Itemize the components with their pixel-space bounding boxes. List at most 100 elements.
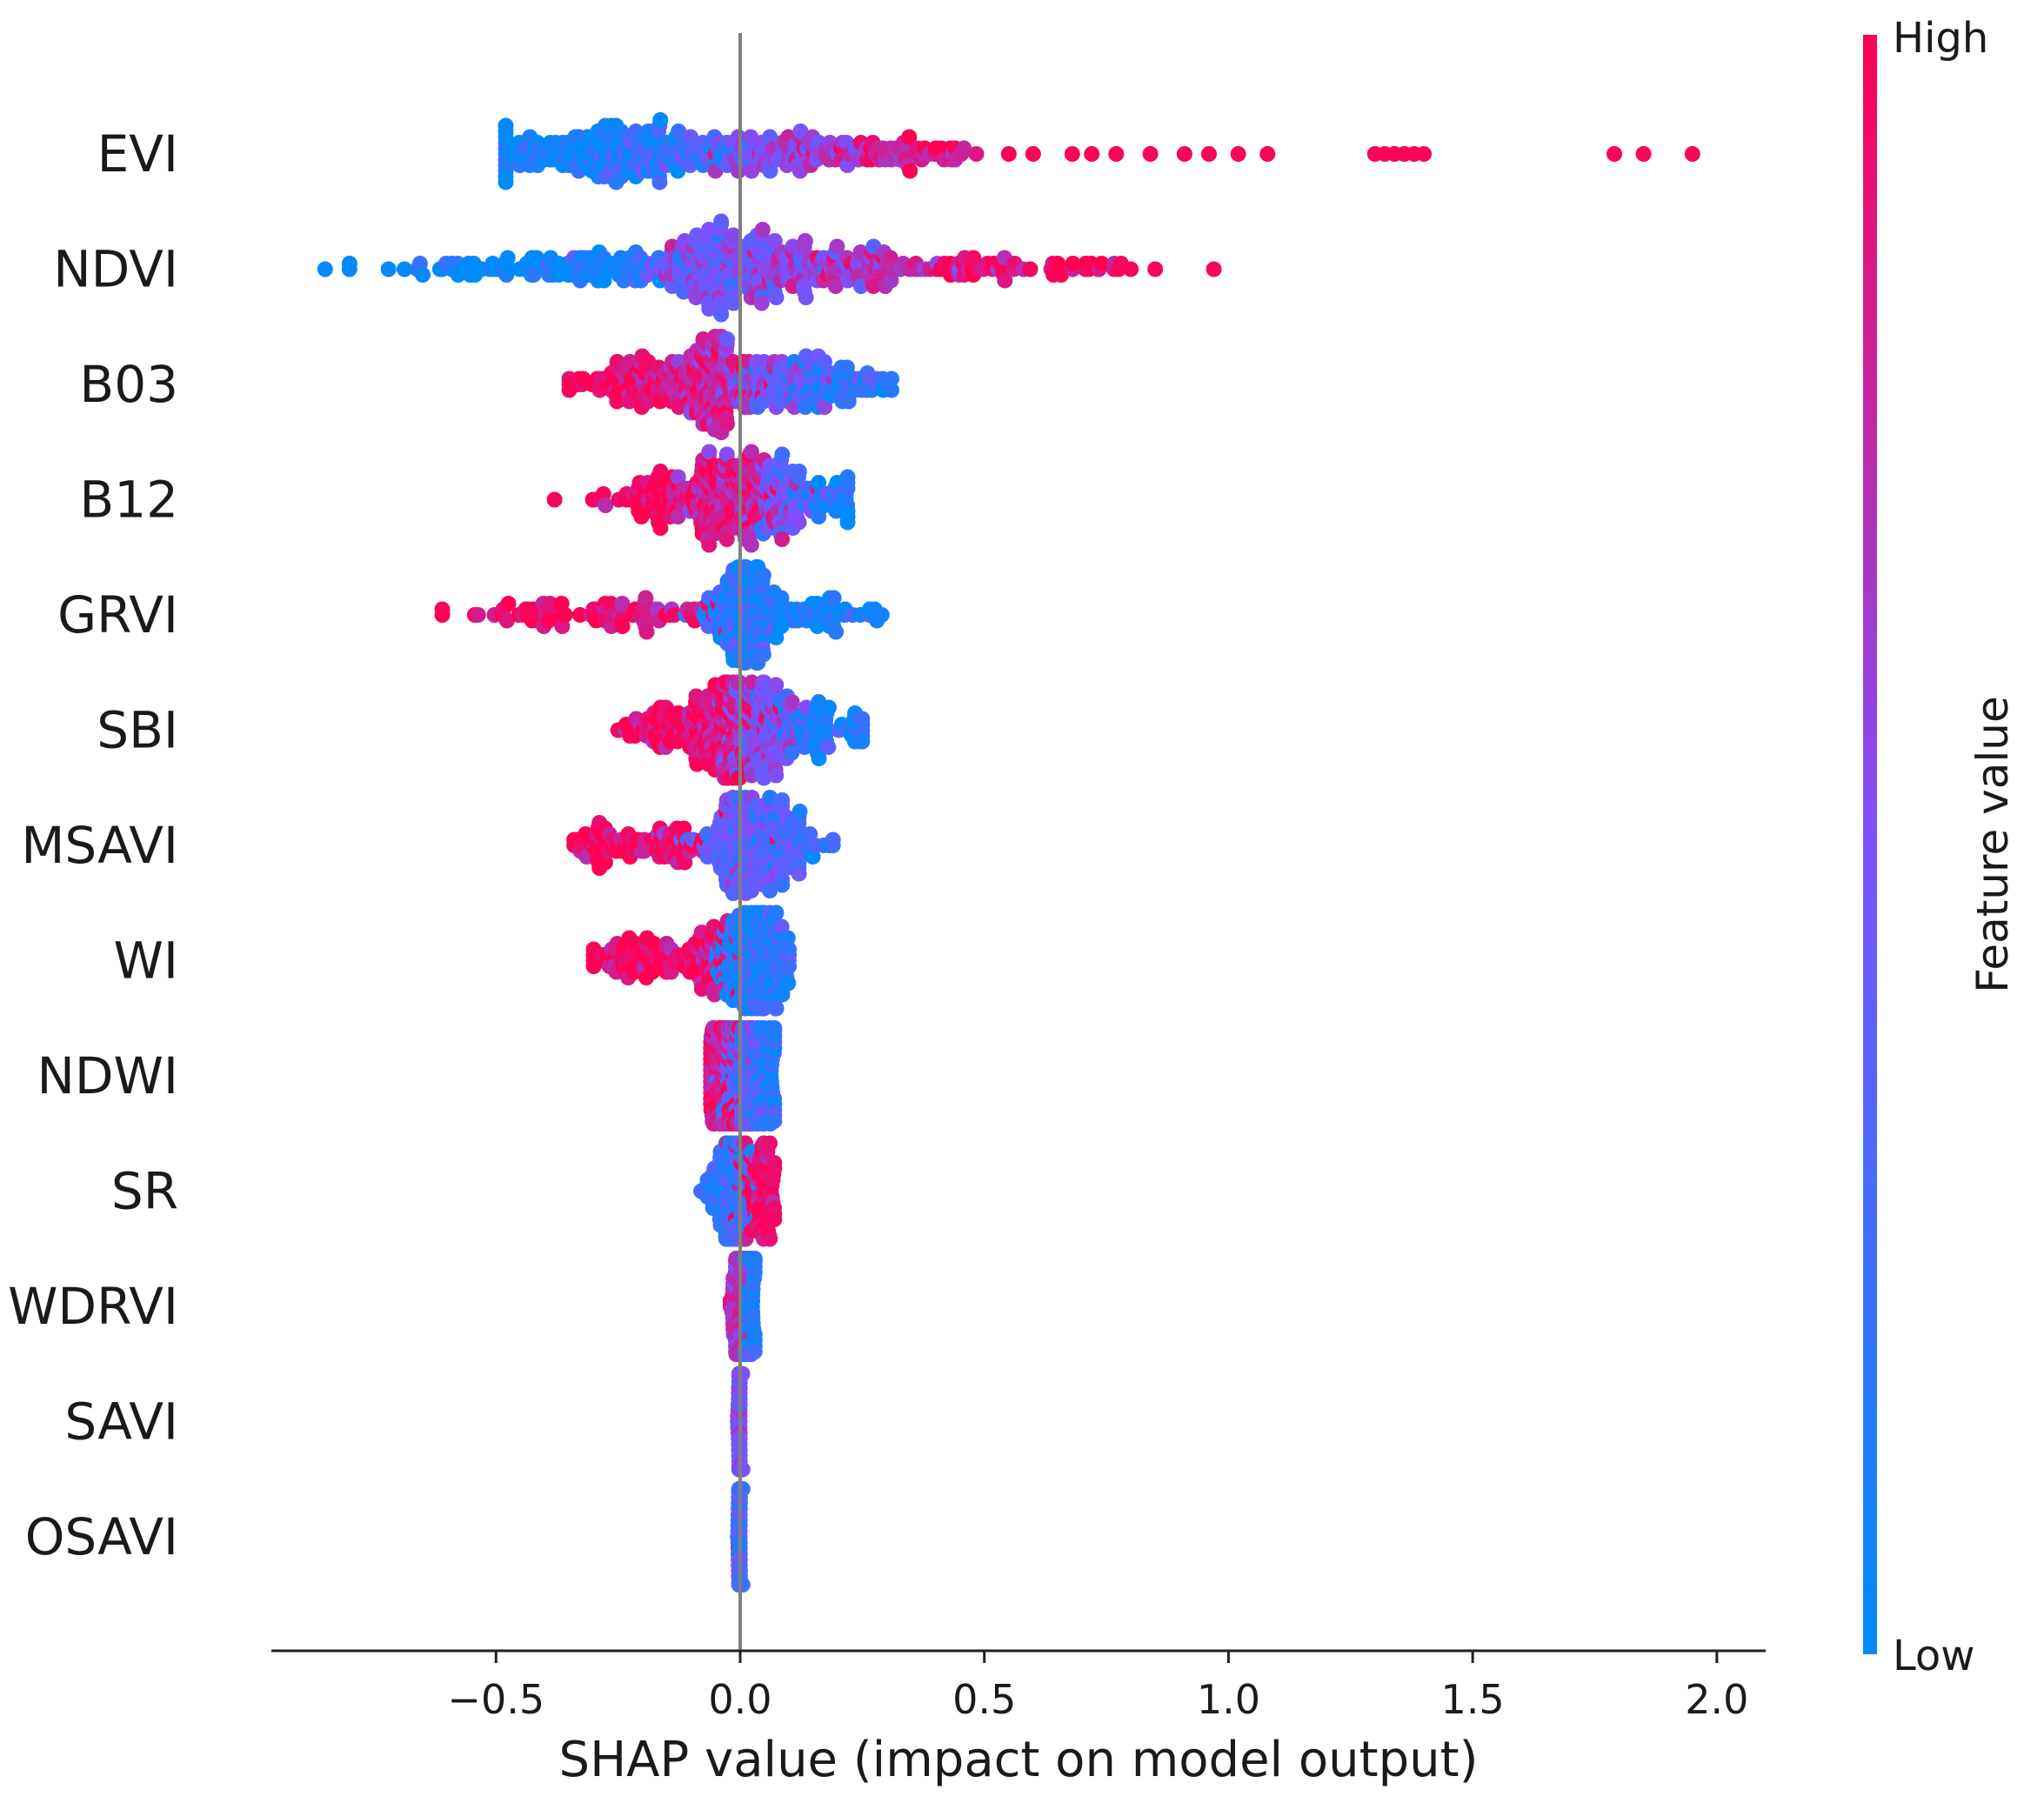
shap-point (734, 1461, 751, 1478)
shap-point (725, 227, 741, 244)
shap-point (792, 124, 809, 139)
shap-point (1230, 146, 1246, 162)
shap-point (781, 941, 798, 958)
shap-point (797, 233, 813, 249)
shap-point (1142, 146, 1159, 162)
x-axis-title: SHAP value (impact on model output) (559, 1732, 1479, 1788)
shap-point (884, 371, 899, 387)
feature-label-b12: B12 (79, 471, 178, 530)
shap-point (743, 444, 759, 460)
colorbar (1863, 35, 1877, 1654)
feature-row-b12 (546, 444, 856, 553)
shap-point (968, 146, 985, 162)
feature-row-sr (693, 1135, 783, 1247)
shap-point (839, 514, 856, 531)
shap-point (718, 446, 735, 463)
x-tick-label: 0.0 (708, 1676, 772, 1723)
shap-point (1084, 146, 1100, 162)
shap-point (719, 331, 736, 347)
shap-point (525, 267, 542, 283)
shap-point (725, 295, 742, 311)
shap-point (718, 416, 735, 432)
shap-point (784, 745, 800, 761)
shap-point (820, 739, 837, 755)
feature-label-osavi: OSAVI (25, 1507, 178, 1566)
colorbar-title: Feature value (1967, 696, 2018, 992)
shap-point (1206, 261, 1222, 277)
shap-point (341, 256, 357, 271)
shap-point (498, 612, 515, 629)
shap-point (546, 491, 563, 508)
shap-point (671, 124, 687, 139)
feature-row-evi (498, 112, 1700, 190)
x-tick-label: 1.5 (1441, 1676, 1505, 1723)
x-axis-ticks: −0.5 0.0 0.5 1.0 1.5 2.0 (447, 1651, 1748, 1723)
shap-point (638, 590, 654, 606)
shap-point (854, 711, 871, 727)
shap-point (774, 531, 791, 547)
shap-point (498, 174, 514, 190)
shap-point (713, 213, 730, 230)
feature-row-b03 (561, 329, 899, 440)
shap-point (1416, 146, 1432, 162)
shap-point (1259, 146, 1276, 162)
shap-point (638, 624, 655, 640)
shap-point (766, 1155, 783, 1171)
feature-label-evi: EVI (97, 124, 178, 184)
shap-point (434, 601, 451, 618)
shap-point (768, 905, 785, 921)
feature-label-sbi: SBI (97, 701, 178, 760)
shap-point (1684, 146, 1700, 162)
shap-point (784, 694, 800, 710)
shap-point (798, 290, 814, 305)
shap-point (828, 624, 845, 640)
shap-point (781, 958, 798, 974)
shap-point (762, 883, 778, 898)
feature-row-ndwi (703, 1020, 783, 1132)
x-tick-label: 2.0 (1685, 1676, 1748, 1723)
shap-point (470, 607, 486, 623)
feature-label-b03: B03 (79, 355, 178, 414)
shap-point (768, 677, 785, 693)
feature-label-grvi: GRVI (57, 585, 178, 644)
shap-point (901, 129, 918, 145)
x-tick-label: 0.5 (952, 1676, 1016, 1723)
shap-point (755, 646, 772, 663)
shap-point (766, 1212, 783, 1227)
shap-point (713, 306, 730, 323)
feature-label-msavi: MSAVI (21, 816, 178, 875)
shap-point (827, 278, 844, 294)
shap-point (762, 1231, 778, 1247)
shap-point (746, 1251, 763, 1266)
shap-point (884, 382, 899, 398)
shap-point (854, 733, 871, 750)
x-tick-label: 1.0 (1197, 1676, 1260, 1723)
shap-point (762, 1135, 778, 1152)
shap-point (746, 1344, 763, 1359)
feature-row-wi (585, 905, 798, 1017)
shap-point (768, 767, 785, 784)
shap-point (1093, 256, 1110, 271)
shap-point (614, 618, 631, 634)
shap-point (380, 261, 397, 277)
shap-point (902, 163, 918, 179)
shap-point (498, 117, 514, 134)
feature-label-sr: SR (111, 1162, 178, 1221)
shap-point (1176, 146, 1192, 162)
shap-point (829, 238, 845, 255)
shap-point (1108, 146, 1125, 162)
shap-point (766, 1113, 783, 1129)
feature-row-sbi (610, 674, 871, 786)
shap-point (792, 804, 808, 819)
shap-point (791, 514, 807, 531)
shap-point (1000, 146, 1017, 162)
shap-point (753, 295, 770, 311)
shap-point (734, 1366, 751, 1382)
shap-point (701, 444, 718, 460)
shap-point (1064, 146, 1080, 162)
shap-point (774, 877, 791, 893)
shap-point (791, 865, 807, 882)
shap-point (811, 751, 827, 766)
shap-point (743, 537, 759, 553)
